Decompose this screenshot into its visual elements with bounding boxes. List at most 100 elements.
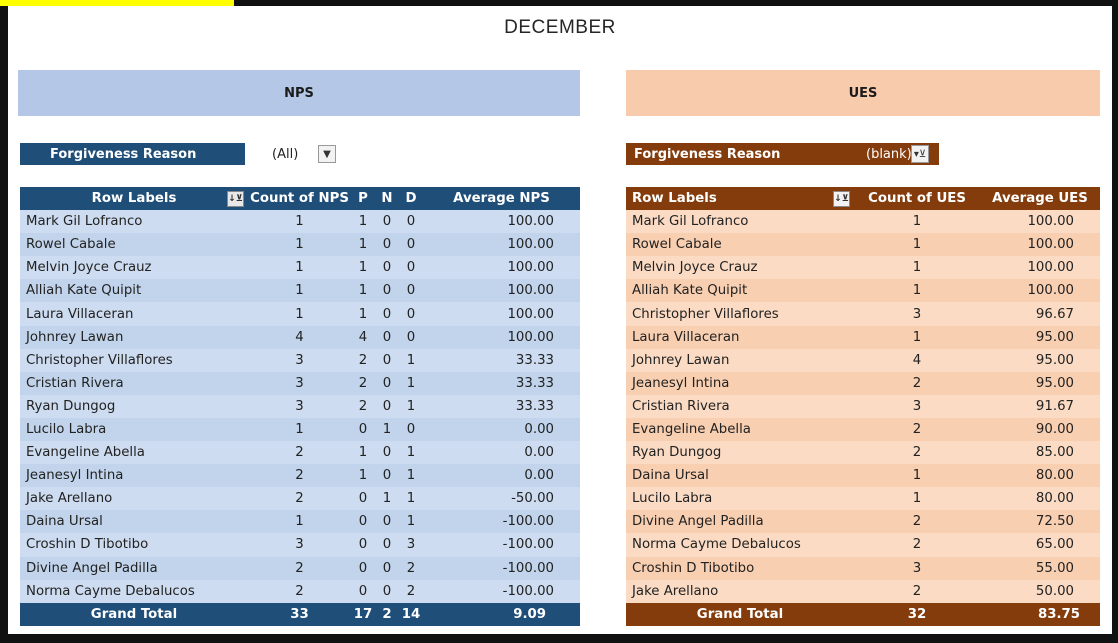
nps-cell-d: 1 (399, 394, 423, 418)
nps-cell-average: 33.33 (423, 348, 580, 372)
nps-table-row: Rowel Cabale 1 1 0 0 100.00 (20, 233, 580, 257)
nps-cell-d: 1 (399, 464, 423, 488)
ues-cell-name[interactable]: Ryan Dungog (626, 441, 854, 465)
nps-cell-n: 0 (375, 233, 399, 257)
nps-cell-name[interactable]: Lucilo Labra (20, 417, 248, 442)
nps-table-row: Melvin Joyce Crauz 1 1 0 0 100.00 (20, 256, 580, 280)
ues-cell-name[interactable]: Croshin D Tibotibo (626, 556, 854, 580)
nps-cell-d: 2 (399, 556, 423, 580)
nps-cell-n: 0 (375, 279, 399, 303)
ues-cell-name[interactable]: Rowel Cabale (626, 233, 854, 257)
nps-cell-name[interactable]: Divine Angel Padilla (20, 556, 248, 580)
nps-cell-name[interactable]: Rowel Cabale (20, 233, 248, 257)
nps-cell-name[interactable]: Cristian Rivera (20, 371, 248, 395)
nps-cell-name[interactable]: Melvin Joyce Crauz (20, 256, 248, 280)
nps-cell-name[interactable]: Jeanesyl Intina (20, 464, 248, 488)
nps-cell-name[interactable]: Christopher Villaflores (20, 348, 248, 372)
ues-header-row-labels[interactable]: Row Labels ↓⊻ (626, 187, 854, 211)
ues-cell-count: 1 (854, 210, 980, 234)
nps-table-row: Mark Gil Lofranco 1 1 0 0 100.00 (20, 210, 580, 234)
nps-cell-average: 0.00 (423, 464, 580, 488)
nps-table-row: Evangeline Abella 2 1 0 1 0.00 (20, 441, 580, 465)
ues-cell-count: 2 (854, 371, 980, 395)
nps-cell-p: 1 (351, 233, 375, 257)
ues-cell-name[interactable]: Lucilo Labra (626, 487, 854, 511)
ues-cell-average: 100.00 (980, 210, 1100, 234)
nps-cell-name[interactable]: Johnrey Lawan (20, 325, 248, 349)
ues-cell-name[interactable]: Johnrey Lawan (626, 348, 854, 372)
ues-cell-name[interactable]: Mark Gil Lofranco (626, 210, 854, 234)
nps-cell-name[interactable]: Jake Arellano (20, 487, 248, 511)
nps-cell-average: -100.00 (423, 556, 580, 580)
nps-grand-total-row: Grand Total 33 17 2 14 9.09 (20, 602, 580, 626)
nps-cell-p: 1 (351, 279, 375, 303)
nps-cell-d: 1 (399, 371, 423, 395)
dropdown-arrow-icon[interactable]: ▼ (318, 145, 336, 163)
ues-cell-name[interactable]: Laura Villaceran (626, 325, 854, 349)
nps-cell-n: 0 (375, 348, 399, 372)
total-average: 83.75 (980, 602, 1100, 626)
ues-cell-name[interactable]: Norma Cayme Debalucos (626, 533, 854, 557)
nps-table-row: Lucilo Labra 1 0 1 0 0.00 (20, 417, 580, 442)
nps-cell-average: 33.33 (423, 394, 580, 418)
nps-cell-name[interactable]: Ryan Dungog (20, 394, 248, 418)
nps-cell-n: 0 (375, 210, 399, 234)
nps-cell-n: 0 (375, 510, 399, 534)
nps-cell-average: 100.00 (423, 233, 580, 257)
ues-cell-name[interactable]: Alliah Kate Quipit (626, 279, 854, 303)
filter-active-icon[interactable]: ▾⊻ (911, 145, 929, 163)
ues-cell-average: 65.00 (980, 533, 1100, 557)
nps-cell-name[interactable]: Mark Gil Lofranco (20, 210, 248, 234)
nps-header-row-labels[interactable]: Row Labels ↓⊻ (20, 187, 248, 211)
ues-cell-name[interactable]: Jeanesyl Intina (626, 371, 854, 395)
nps-cell-n: 0 (375, 556, 399, 580)
nps-cell-p: 2 (351, 394, 375, 418)
ues-cell-average: 80.00 (980, 464, 1100, 488)
nps-table-row: Croshin D Tibotibo 3 0 0 3 -100.00 (20, 533, 580, 557)
nps-cell-p: 0 (351, 579, 375, 603)
ues-cell-name[interactable]: Christopher Villaflores (626, 302, 854, 326)
total-d: 14 (399, 602, 423, 626)
ues-table-row: Melvin Joyce Crauz 1 100.00 (626, 256, 1100, 280)
ues-cell-count: 3 (854, 394, 980, 418)
nps-cell-count: 3 (248, 394, 351, 418)
nps-table-row: Norma Cayme Debalucos 2 0 0 2 -100.00 (20, 579, 580, 603)
nps-cell-count: 2 (248, 441, 351, 465)
ues-cell-name[interactable]: Divine Angel Padilla (626, 510, 854, 534)
nps-cell-name[interactable]: Alliah Kate Quipit (20, 279, 248, 303)
ues-report-filter: Forgiveness Reason (blank) ▾⊻ (626, 143, 939, 165)
nps-cell-n: 0 (375, 302, 399, 326)
ues-header-count: Count of UES (854, 187, 980, 211)
nps-cell-average: -100.00 (423, 579, 580, 603)
nps-cell-p: 0 (351, 556, 375, 580)
nps-cell-name[interactable]: Daina Ursal (20, 510, 248, 534)
nps-cell-count: 1 (248, 233, 351, 257)
ues-table-row: Cristian Rivera 3 91.67 (626, 394, 1100, 418)
nps-cell-p: 0 (351, 533, 375, 557)
nps-cell-name[interactable]: Croshin D Tibotibo (20, 533, 248, 557)
nps-cell-name[interactable]: Laura Villaceran (20, 302, 248, 326)
nps-cell-name[interactable]: Norma Cayme Debalucos (20, 579, 248, 603)
nps-cell-average: 33.33 (423, 371, 580, 395)
ues-cell-name[interactable]: Daina Ursal (626, 464, 854, 488)
nps-cell-name[interactable]: Evangeline Abella (20, 441, 248, 465)
ues-cell-name[interactable]: Jake Arellano (626, 579, 854, 603)
ues-cell-name[interactable]: Cristian Rivera (626, 394, 854, 418)
ues-cell-name[interactable]: Evangeline Abella (626, 417, 854, 442)
sort-filter-icon[interactable]: ↓⊻ (227, 191, 244, 207)
ues-cell-count: 1 (854, 325, 980, 349)
nps-table-row: Cristian Rivera 3 2 0 1 33.33 (20, 371, 580, 395)
ues-cell-count: 2 (854, 510, 980, 534)
sort-filter-icon[interactable]: ↓⊻ (833, 191, 850, 207)
total-p: 17 (351, 602, 375, 626)
nps-cell-n: 0 (375, 464, 399, 488)
nps-cell-n: 0 (375, 579, 399, 603)
ues-cell-count: 2 (854, 417, 980, 442)
nps-filter-value[interactable]: (All) (245, 143, 314, 165)
nps-cell-d: 0 (399, 210, 423, 234)
nps-cell-average: -100.00 (423, 533, 580, 557)
nps-cell-p: 2 (351, 371, 375, 395)
ues-cell-name[interactable]: Melvin Joyce Crauz (626, 256, 854, 280)
ues-table-row: Daina Ursal 1 80.00 (626, 464, 1100, 488)
nps-cell-n: 0 (375, 325, 399, 349)
